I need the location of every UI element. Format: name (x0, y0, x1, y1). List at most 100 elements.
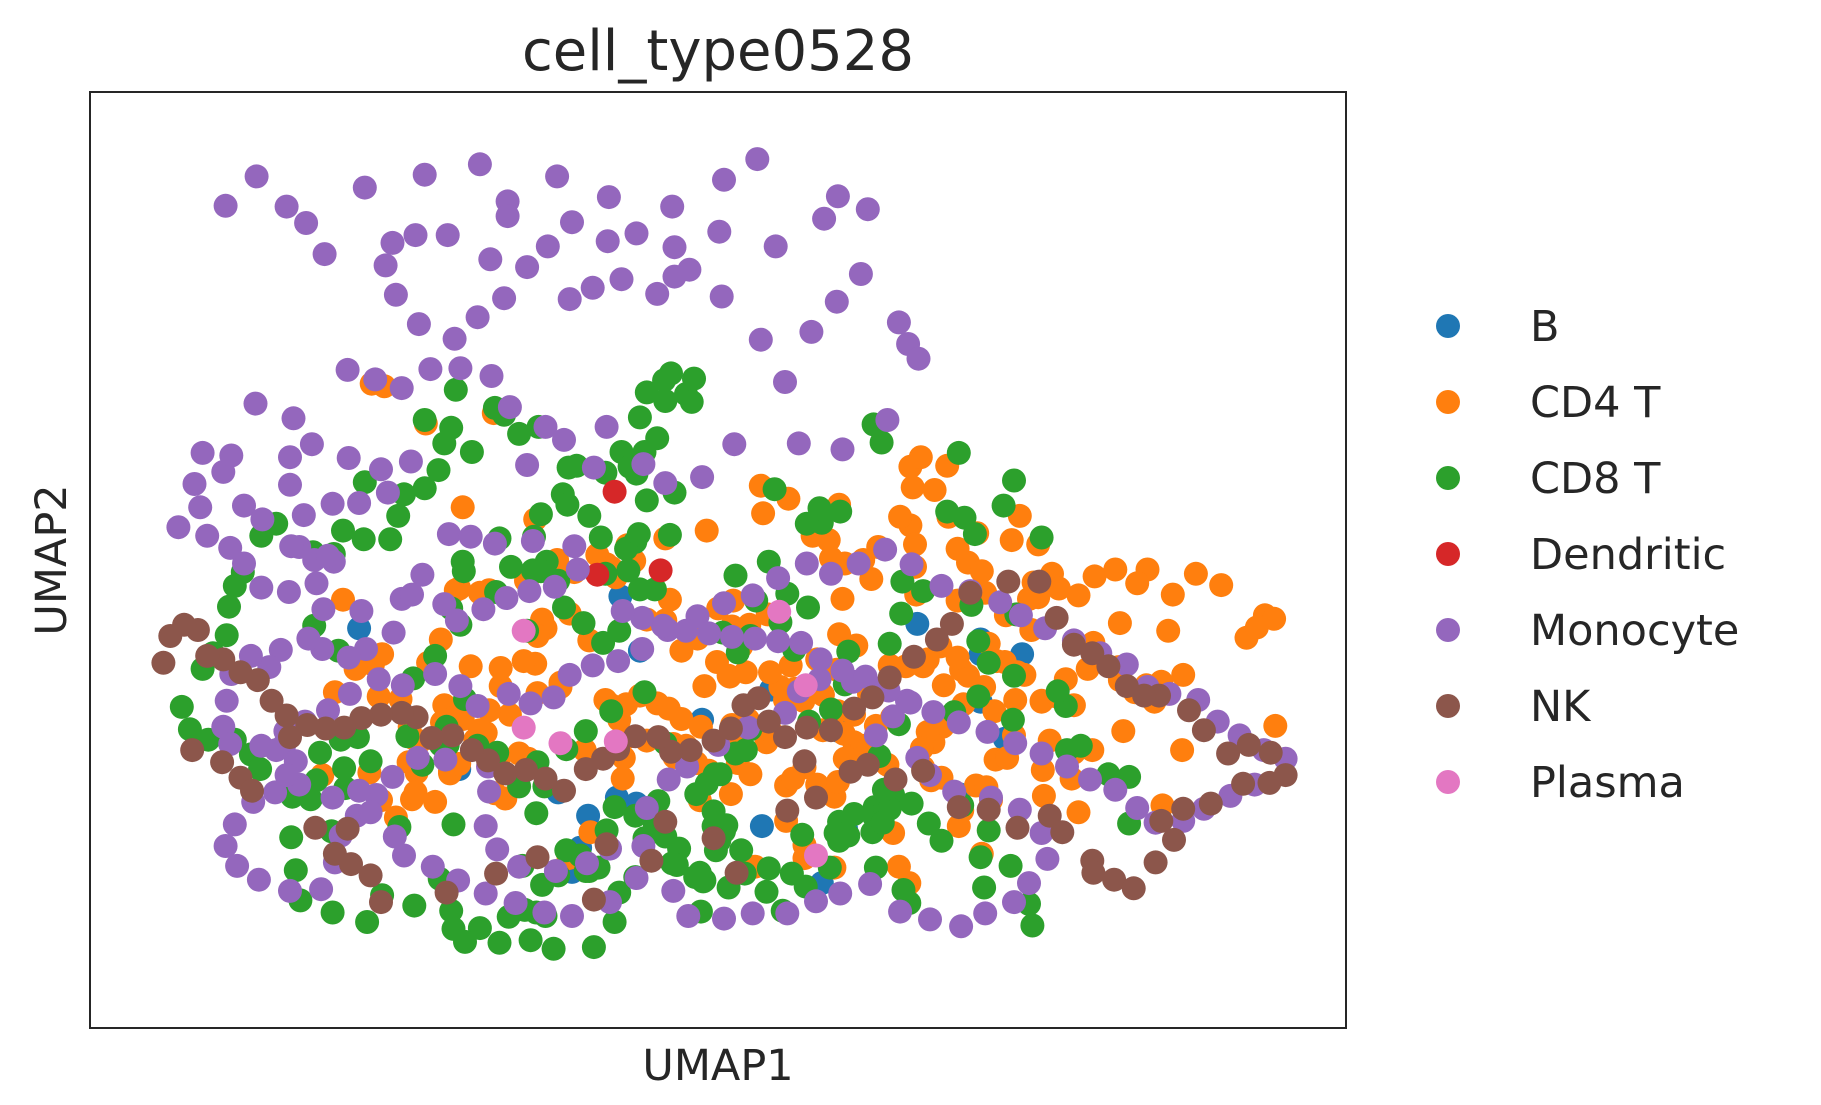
point-cd8-t (869, 430, 894, 455)
point-cd4-t (1209, 573, 1234, 598)
point-monocyte (410, 562, 435, 587)
point-nk (804, 785, 828, 810)
point-monocyte (875, 408, 900, 432)
point-nk (996, 569, 1021, 594)
point-cd8-t (790, 822, 815, 847)
legend-item-b: B (1436, 302, 1560, 352)
point-cd4-t (830, 586, 855, 611)
point-monocyte (988, 590, 1013, 615)
point-nk (1171, 796, 1196, 821)
point-monocyte (949, 914, 974, 939)
point-monocyte (366, 667, 391, 692)
point-nk (939, 611, 964, 636)
point-monocyte (560, 210, 584, 235)
point-monocyte (296, 626, 321, 651)
point-nk (623, 724, 648, 749)
point-nk (335, 816, 360, 841)
point-monocyte (383, 282, 408, 307)
point-monocyte (886, 310, 911, 335)
point-monocyte (533, 414, 558, 439)
point-monocyte (403, 223, 428, 248)
point-nk (775, 798, 800, 823)
point-monocyte (848, 262, 873, 286)
legend-marker-monocyte (1436, 618, 1460, 642)
point-cd8-t (320, 900, 345, 925)
point-nk (794, 715, 819, 740)
point-monocyte (335, 357, 360, 382)
point-cd4-t (903, 532, 927, 557)
point-monocyte (465, 305, 490, 330)
point-monocyte (824, 289, 849, 314)
point-nk (419, 726, 444, 750)
point-monocyte (375, 480, 400, 505)
point-cd8-t (217, 594, 241, 619)
point-cd4-t (718, 782, 743, 807)
point-monocyte (473, 814, 498, 839)
point-cd8-t (1055, 738, 1079, 763)
point-monocyte (494, 586, 519, 610)
point-monocyte (975, 719, 1000, 744)
point-cd8-t (729, 838, 754, 863)
point-cd8-t (626, 522, 651, 547)
point-monocyte (557, 287, 582, 312)
point-cd8-t (556, 455, 581, 480)
point-cd8-t (555, 492, 580, 517)
point-monocyte (274, 763, 299, 788)
point-monocyte (855, 197, 880, 222)
point-monocyte (624, 866, 649, 890)
point-nk (1143, 850, 1168, 875)
point-monocyte (515, 453, 540, 477)
point-nk (877, 665, 902, 690)
point-monocyte (830, 437, 855, 462)
point-monocyte (218, 535, 243, 560)
point-monocyte (580, 653, 605, 678)
point-cd8-t (588, 525, 613, 550)
point-nk (295, 713, 320, 737)
point-nk (724, 860, 749, 885)
point-monocyte (390, 673, 415, 698)
point-cd8-t (733, 738, 758, 763)
point-cd8-t (659, 361, 683, 386)
point-monocyte (610, 599, 635, 623)
point-cd8-t (412, 408, 437, 432)
point-cd8-t (779, 861, 804, 886)
point-monocyte (542, 574, 567, 599)
legend-item-monocyte: Monocyte (1436, 606, 1739, 656)
point-monocyte (899, 552, 924, 577)
point-monocyte (418, 357, 443, 382)
point-monocyte (535, 234, 560, 259)
point-cd4-t (694, 518, 719, 543)
point-monocyte (278, 472, 302, 497)
point-cd8-t (426, 458, 451, 483)
point-monocyte (495, 204, 520, 229)
point-cd4-t (1170, 738, 1195, 763)
point-nk (581, 887, 606, 912)
point-nk (1162, 827, 1186, 852)
point-cd4-t (488, 656, 513, 680)
point-monocyte (594, 414, 619, 439)
point-cd4-t (669, 707, 694, 731)
point-nk (1027, 569, 1052, 594)
point-monocyte (630, 605, 655, 630)
point-monocyte (676, 904, 701, 928)
point-monocyte (812, 206, 837, 231)
point-cd4-t (610, 766, 635, 791)
point-plasma (603, 729, 628, 754)
point-nk (389, 700, 414, 725)
point-nk (484, 861, 509, 886)
point-nk (701, 728, 726, 753)
point-nk (1061, 632, 1086, 657)
point-cd4-t (1156, 618, 1181, 643)
point-cd8-t (352, 470, 377, 495)
point-monocyte (316, 698, 340, 723)
point-nk (1191, 718, 1216, 743)
legend-label-plasma: Plasma (1530, 758, 1685, 808)
point-nk (434, 880, 459, 905)
point-monocyte (743, 626, 767, 651)
point-cd8-t (653, 389, 678, 413)
point-monocyte (444, 608, 469, 633)
point-cd4-t (1031, 783, 1056, 808)
point-monocyte (606, 649, 631, 674)
point-cd8-t (692, 868, 717, 893)
point-monocyte (225, 853, 250, 878)
